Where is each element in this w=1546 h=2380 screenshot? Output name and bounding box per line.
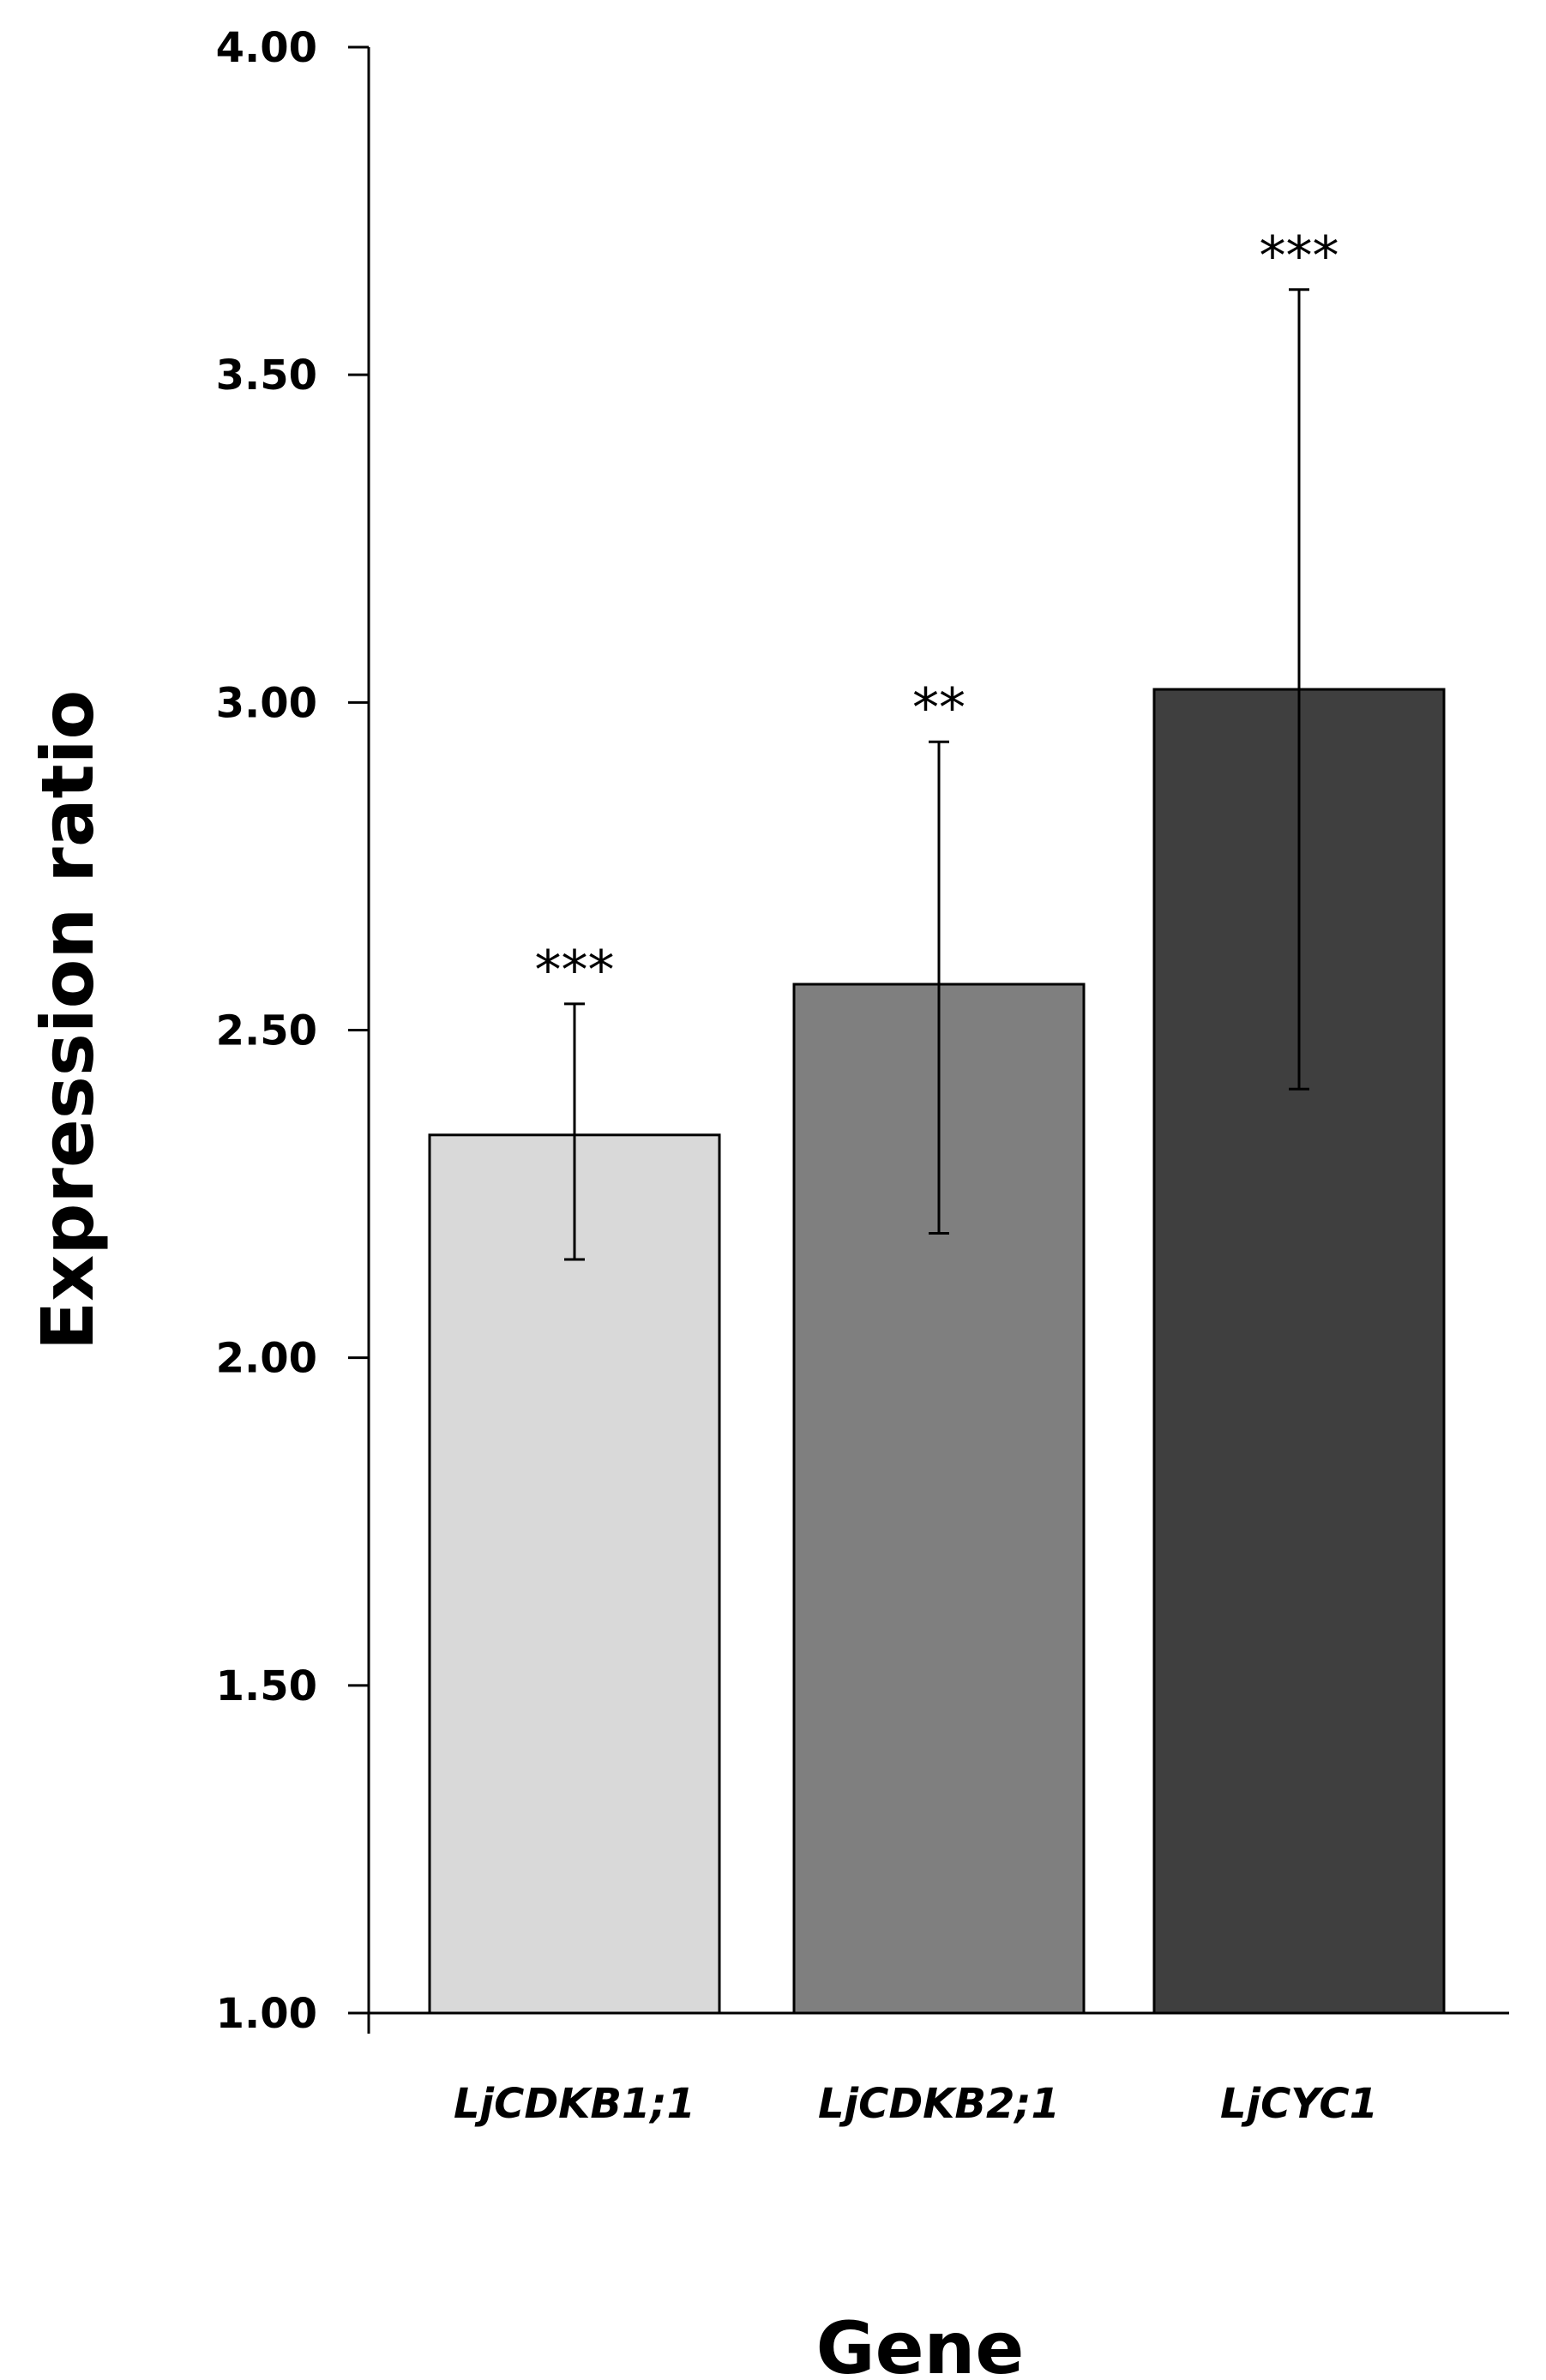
y-ticks-layer: 1.00 1.50 2.00 2.50 3.00 3.50 4.00 <box>216 24 369 2038</box>
axes-layer <box>348 47 1509 2034</box>
bar-1 <box>428 1133 721 2015</box>
y-tick-label: 2.00 <box>216 1335 317 1383</box>
error-bars-layer <box>564 288 1309 1261</box>
significance-label-2: ** <box>912 676 965 739</box>
x-category-labels-layer: LjCDKB1;1 LjCDKB2;1 LjCYC1 <box>454 2080 1378 2128</box>
y-axis-title: Expression ratio <box>26 690 110 1350</box>
y-tick-label: 1.00 <box>216 1990 317 2038</box>
significance-label-3: *** <box>1260 225 1339 287</box>
x-category-label-3: LjCYC1 <box>1220 2080 1378 2128</box>
y-tick-label: 3.50 <box>216 352 317 400</box>
y-tick-label: 4.00 <box>216 24 317 72</box>
x-category-label-2: LjCDKB2;1 <box>818 2080 1060 2128</box>
x-axis-title: Gene <box>816 2306 1025 2380</box>
y-tick-label: 1.50 <box>216 1662 317 1710</box>
y-tick-label: 2.50 <box>216 1007 317 1055</box>
x-category-label-1: LjCDKB1;1 <box>454 2080 695 2128</box>
y-tick-label: 3.00 <box>216 679 317 727</box>
significance-label-1: *** <box>535 939 615 1001</box>
bars-layer <box>428 688 1446 2015</box>
significance-labels-layer: ******** <box>535 225 1339 1001</box>
